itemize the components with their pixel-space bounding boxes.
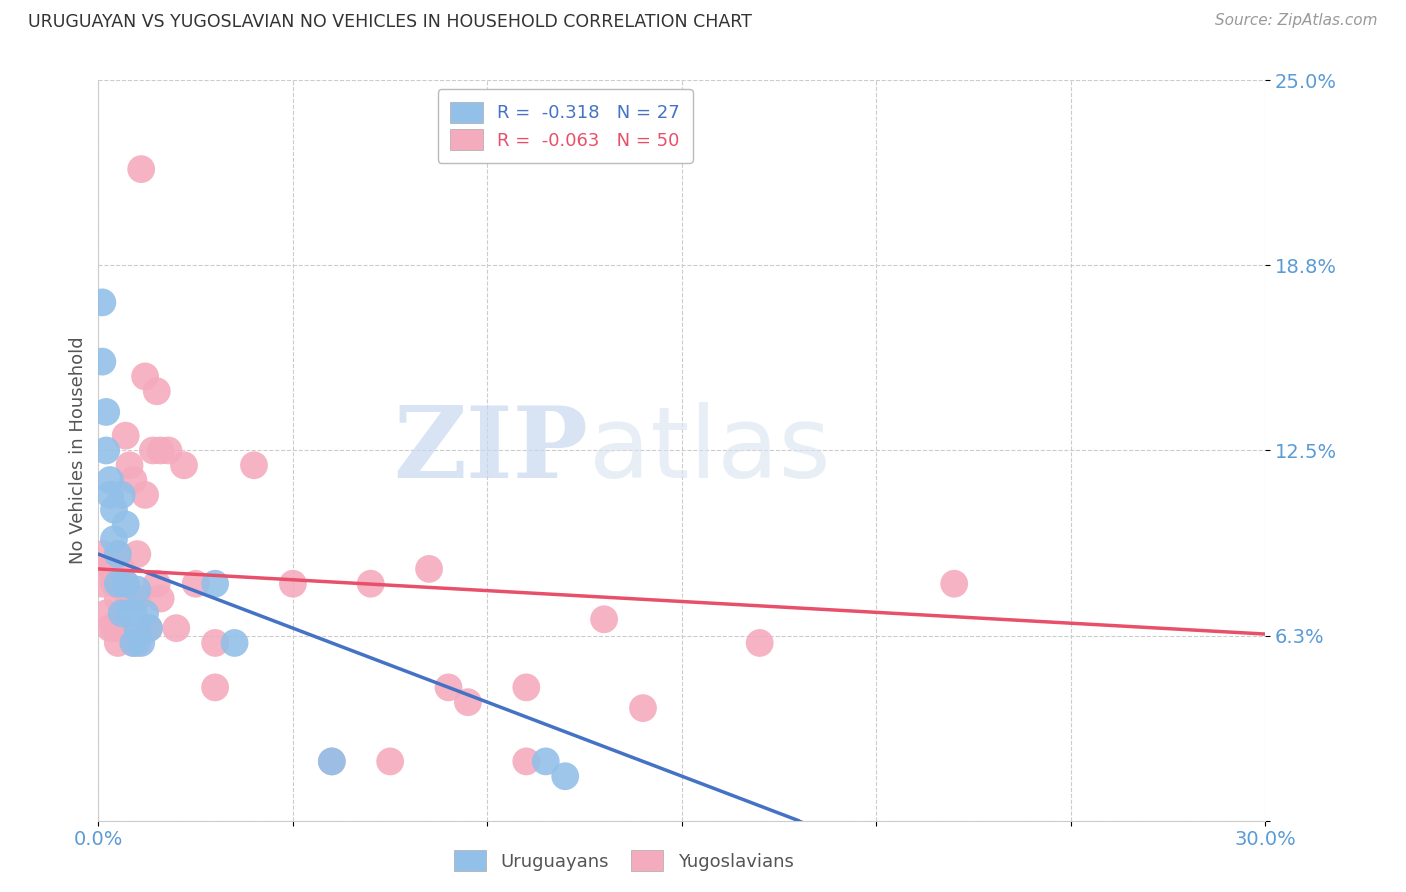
Point — [96, 405, 118, 419]
Point — [107, 547, 129, 561]
Point — [593, 612, 616, 626]
Point — [111, 607, 134, 621]
Point — [96, 607, 118, 621]
Point — [165, 621, 187, 635]
Point — [91, 547, 114, 561]
Point — [157, 443, 180, 458]
Point — [631, 701, 654, 715]
Point — [321, 755, 343, 769]
Point — [127, 547, 149, 561]
Point — [103, 533, 125, 547]
Point — [748, 636, 770, 650]
Point — [129, 636, 152, 650]
Point — [146, 384, 169, 399]
Point — [114, 576, 136, 591]
Point — [122, 607, 145, 621]
Point — [173, 458, 195, 473]
Point — [243, 458, 266, 473]
Point — [129, 162, 152, 177]
Text: atlas: atlas — [589, 402, 830, 499]
Point — [122, 636, 145, 650]
Point — [127, 591, 149, 606]
Point — [224, 636, 246, 650]
Point — [457, 695, 479, 709]
Point — [122, 636, 145, 650]
Point — [98, 488, 121, 502]
Point — [534, 755, 557, 769]
Text: Source: ZipAtlas.com: Source: ZipAtlas.com — [1215, 13, 1378, 29]
Point — [98, 621, 121, 635]
Point — [111, 621, 134, 635]
Point — [114, 428, 136, 442]
Point — [134, 607, 156, 621]
Point — [943, 576, 966, 591]
Point — [134, 369, 156, 384]
Point — [554, 769, 576, 783]
Point — [91, 354, 114, 368]
Point — [515, 755, 537, 769]
Legend: Uruguayans, Yugoslavians: Uruguayans, Yugoslavians — [446, 843, 801, 879]
Point — [118, 591, 141, 606]
Point — [437, 681, 460, 695]
Point — [321, 755, 343, 769]
Point — [98, 473, 121, 487]
Point — [515, 681, 537, 695]
Point — [127, 636, 149, 650]
Y-axis label: No Vehicles in Household: No Vehicles in Household — [69, 336, 87, 565]
Point — [281, 576, 304, 591]
Point — [107, 591, 129, 606]
Point — [103, 576, 125, 591]
Point — [103, 502, 125, 516]
Point — [127, 582, 149, 597]
Text: ZIP: ZIP — [394, 402, 589, 499]
Point — [146, 576, 169, 591]
Point — [118, 458, 141, 473]
Point — [138, 621, 160, 635]
Point — [111, 488, 134, 502]
Point — [114, 517, 136, 532]
Point — [107, 576, 129, 591]
Point — [111, 562, 134, 576]
Point — [91, 576, 114, 591]
Point — [96, 443, 118, 458]
Point — [204, 636, 226, 650]
Point — [107, 636, 129, 650]
Point — [134, 488, 156, 502]
Point — [118, 607, 141, 621]
Point — [91, 295, 114, 310]
Point — [378, 755, 402, 769]
Point — [98, 562, 121, 576]
Point — [184, 576, 207, 591]
Point — [418, 562, 440, 576]
Point — [360, 576, 382, 591]
Point — [142, 443, 165, 458]
Point — [138, 621, 160, 635]
Point — [127, 621, 149, 635]
Point — [103, 621, 125, 635]
Point — [122, 473, 145, 487]
Point — [149, 591, 172, 606]
Point — [149, 443, 172, 458]
Point — [107, 547, 129, 561]
Point — [114, 576, 136, 591]
Point — [204, 576, 226, 591]
Text: URUGUAYAN VS YUGOSLAVIAN NO VEHICLES IN HOUSEHOLD CORRELATION CHART: URUGUAYAN VS YUGOSLAVIAN NO VEHICLES IN … — [28, 13, 752, 31]
Point — [204, 681, 226, 695]
